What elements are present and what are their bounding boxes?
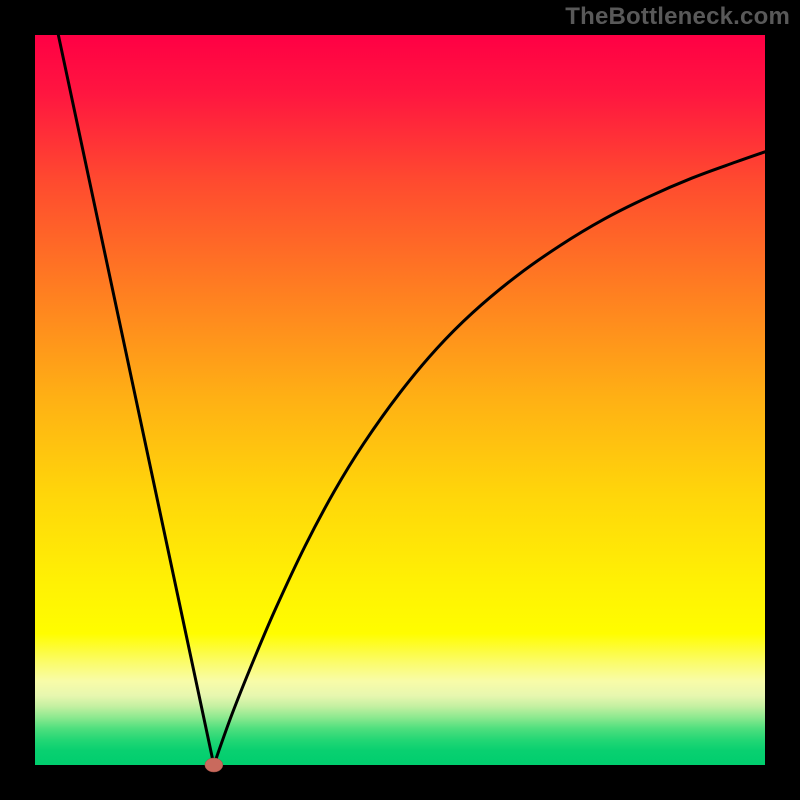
minimum-marker (205, 758, 223, 772)
bottleneck-chart (0, 0, 800, 800)
plot-gradient-background (35, 35, 765, 765)
watermark-text: TheBottleneck.com (565, 3, 790, 31)
chart-container: TheBottleneck.com (0, 0, 800, 800)
